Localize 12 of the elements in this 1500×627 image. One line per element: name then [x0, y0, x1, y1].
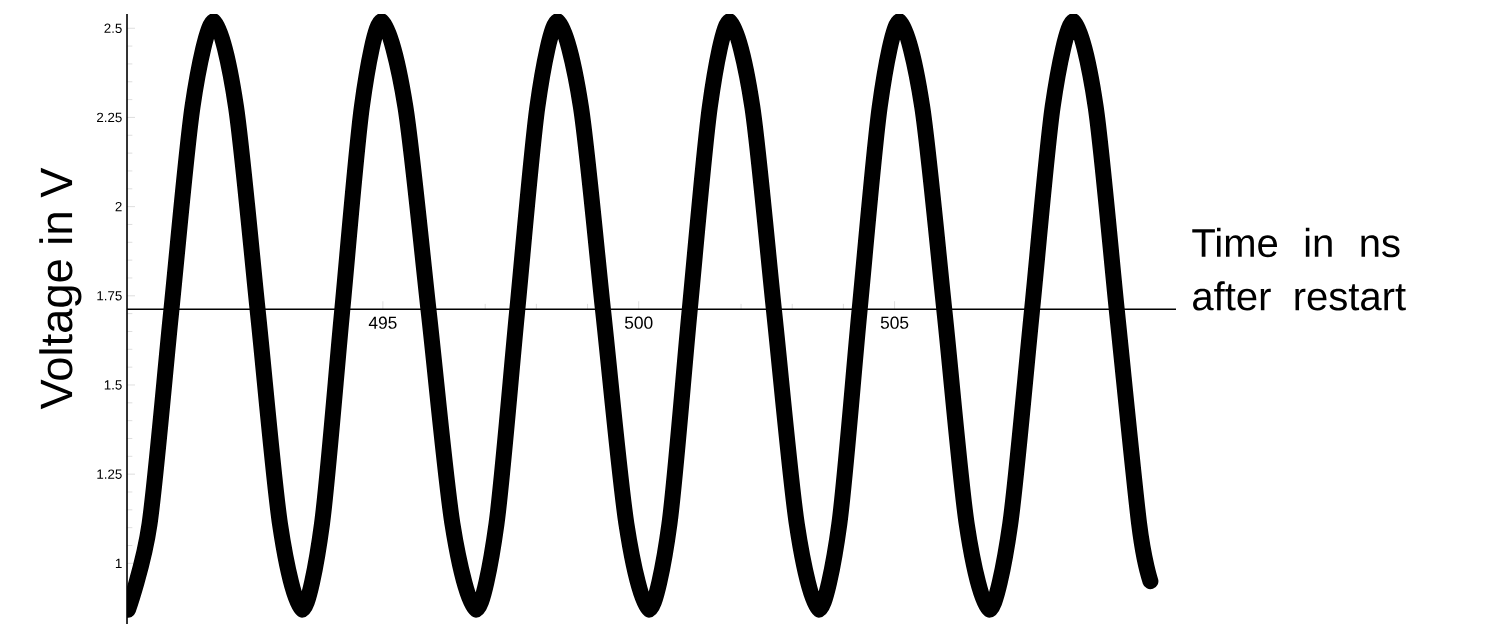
x-tick-label: 495	[368, 316, 397, 329]
y-tick-label: 2.25	[97, 112, 122, 123]
y-tick-label: 1.25	[97, 469, 122, 479]
y-tick-label: 1	[115, 558, 122, 568]
x-axis-title: Time in ns after restart	[1192, 227, 1406, 311]
y-tick-label: 2.5	[104, 23, 122, 33]
y-tick-label: 1.5	[104, 380, 122, 390]
y-axis-title: Voltage in V	[39, 167, 82, 410]
x-tick-label: 500	[624, 316, 653, 329]
x-tick-label: 505	[880, 316, 909, 329]
y-tick-label: 2	[115, 201, 122, 212]
y-tick-label: 1.75	[97, 291, 122, 301]
